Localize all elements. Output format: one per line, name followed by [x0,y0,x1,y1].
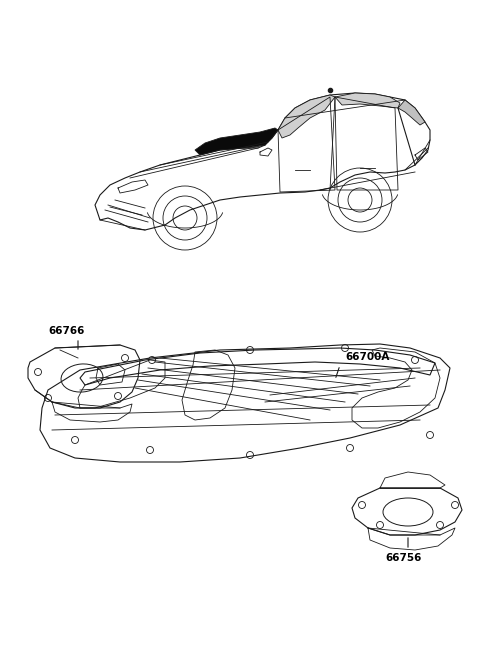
Text: 66766: 66766 [48,326,84,336]
Text: 66700A: 66700A [345,352,389,362]
Polygon shape [398,100,425,125]
Polygon shape [195,128,278,155]
Polygon shape [278,95,335,138]
Text: 66756: 66756 [385,553,421,563]
Polygon shape [335,93,400,108]
